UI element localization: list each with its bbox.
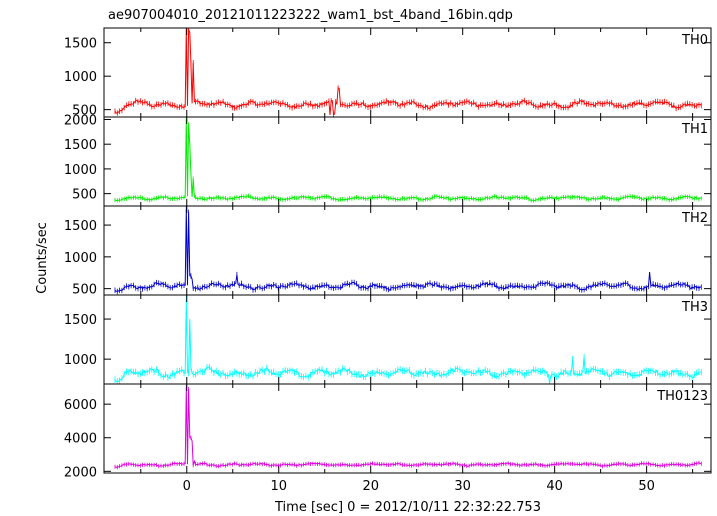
panel-frame: [103, 205, 712, 296]
panel-th3: 1000 1500 TH3: [64, 294, 712, 385]
series-line-th0: [114, 29, 702, 116]
y-tick-label: 1500: [64, 313, 97, 328]
y-tick-label: 2000: [64, 465, 97, 480]
error-bars-th0123: [114, 385, 702, 470]
error-bars-th0: [114, 28, 702, 117]
chart-title: ae907004010_20121011223222_wam1_bst_4ban…: [108, 8, 513, 23]
y-tick-label: 1500: [64, 138, 97, 153]
y-tick-label: 1000: [64, 251, 97, 266]
panel-label: TH1: [681, 122, 708, 137]
series-line-th2: [114, 209, 702, 292]
y-tick-label: 500: [72, 104, 97, 119]
y-tick-label: 6000: [64, 398, 97, 413]
panel-frame: [103, 27, 712, 118]
panel-frame: [103, 383, 712, 474]
error-bars-th1: [114, 117, 702, 203]
error-bars-th2: [114, 206, 702, 295]
x-tick-label: 50: [638, 479, 655, 494]
panel-label: TH0: [681, 33, 708, 48]
error-bars-th3: [114, 295, 702, 384]
panel-frame: [103, 116, 712, 207]
y-tick-label: 1500: [64, 219, 97, 234]
y-tick-label: 500: [72, 283, 97, 298]
x-tick-label: 10: [270, 479, 287, 494]
y-tick-label: 4000: [64, 432, 97, 447]
x-tick-label: 40: [546, 479, 563, 494]
series-line-th0123: [114, 387, 702, 468]
x-tick-label: 30: [454, 479, 471, 494]
panel-label: TH3: [681, 300, 708, 315]
y-tick-label: 1000: [64, 70, 97, 85]
series-line-th3: [114, 298, 702, 384]
panel-label: TH2: [681, 211, 708, 226]
y-tick-label: 1000: [64, 163, 97, 178]
y-tick-label: 2000: [64, 113, 97, 128]
panel-th2: 500 1000 1500 TH2: [64, 205, 712, 298]
panel-th0123: 2000 4000 6000 TH0123: [64, 383, 712, 480]
x-tick-label: 20: [362, 479, 379, 494]
y-tick-label: 1000: [64, 353, 97, 368]
y-axis-title: Counts/sec: [35, 222, 50, 294]
panel-th0: 500 1000 1500 TH0: [64, 27, 712, 119]
x-tick-label: 0: [183, 479, 191, 494]
panel-th1: 500 1000 1500 2000 TH1: [64, 113, 712, 207]
series-line-th1: [114, 119, 702, 202]
x-axis: 0 10 20 30 40 50: [183, 479, 655, 494]
y-tick-label: 500: [72, 188, 97, 203]
panel-label: TH0123: [656, 389, 708, 404]
y-tick-label: 1500: [64, 37, 97, 52]
x-axis-title: Time [sec] 0 = 2012/10/11 22:32:22.753: [274, 500, 541, 515]
